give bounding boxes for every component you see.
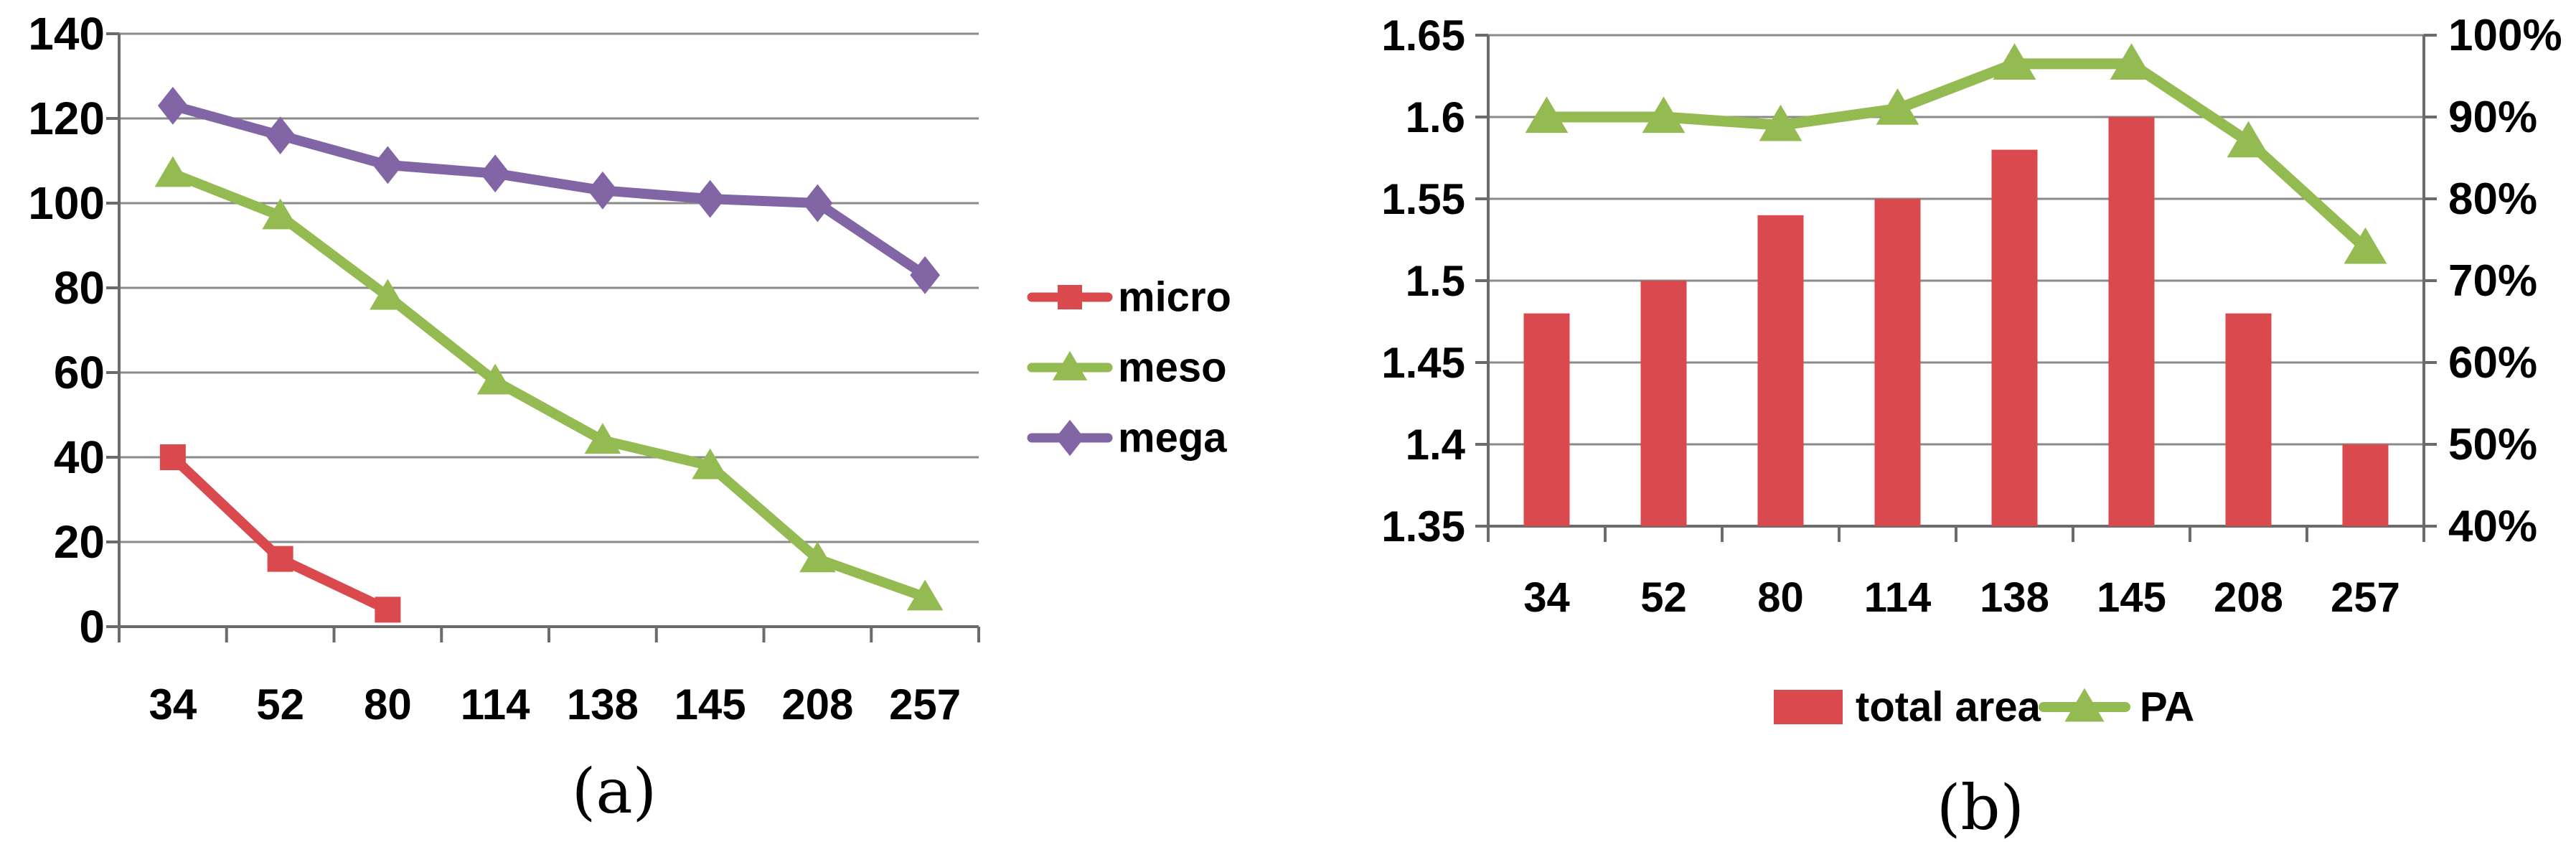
chart-b-left-tick: 1.55	[1381, 175, 1465, 223]
chart-b-left-tick: 1.45	[1381, 339, 1465, 387]
chart-a-ytick: 0	[79, 601, 105, 652]
series-mega-marker	[265, 116, 296, 154]
series-mega-marker	[587, 171, 618, 210]
chart-a-ytick: 40	[54, 431, 105, 483]
series-pa-marker	[2110, 43, 2153, 80]
legend-label-total-area: total area	[1856, 683, 2041, 731]
chart-b-legend-markers	[1774, 688, 2130, 724]
chart-b-xtick: 138	[1980, 574, 2049, 621]
series-meso-marker	[476, 363, 514, 395]
series-pa	[1525, 43, 2387, 264]
series-meso-marker	[154, 156, 192, 187]
series-meso-marker	[370, 279, 406, 310]
caption-a: (a)	[571, 756, 657, 828]
bar-total-area-80	[1757, 215, 1804, 526]
chart-b-right-tick: 40%	[2448, 502, 2537, 551]
chart-b-left-tick: 1.5	[1406, 257, 1465, 305]
chart-a-legend-markers	[1027, 285, 1113, 457]
chart-a-xtick: 145	[674, 680, 746, 729]
chart-b-right-tick: 60%	[2448, 338, 2537, 388]
chart-a-xtick: 34	[149, 680, 197, 729]
chart-b-xtick: 145	[2097, 574, 2166, 621]
chart-b-xtick: 80	[1757, 574, 1804, 621]
chart-b-right-tick: 90%	[2448, 93, 2537, 142]
chart-b-left-tick: 1.4	[1406, 421, 1466, 469]
series-pa-marker	[1525, 96, 1569, 134]
series-mega-marker	[480, 154, 511, 193]
chart-b-xtick: 34	[1523, 574, 1570, 621]
chart-b-grid: 1.65 100% 1.6 90% 1.55 80% 1.5 70% 1.45 60% 1.4 50%…	[1381, 11, 2562, 621]
legend-label-micro: micro	[1118, 273, 1231, 321]
series-mega-line	[167, 100, 931, 281]
chart-b-right-tick: 100%	[2448, 11, 2562, 60]
chart-a-xtick: 208	[781, 680, 853, 729]
series-mega-marker	[802, 184, 833, 223]
chart-b-right-tick: 80%	[2448, 174, 2537, 224]
series-meso-line	[167, 168, 931, 602]
series-pa-marker	[1642, 96, 1686, 134]
chart-a-xtick: 114	[461, 680, 530, 729]
series-mega-marker	[910, 256, 941, 294]
series-micro-marker	[267, 546, 293, 572]
bar-total-area-208	[2225, 313, 2272, 526]
chart-a-xtick: 138	[567, 680, 639, 729]
chart-b: 1.65 100% 1.6 90% 1.55 80% 1.5 70% 1.45 60% 1.4 50%…	[1381, 11, 2562, 724]
chart-a-ytick: 100	[28, 177, 105, 229]
chart-a-ytick: 60	[54, 347, 105, 398]
series-mega-marker	[157, 86, 188, 125]
bar-total-area-34	[1523, 313, 1570, 526]
legend-label-meso: meso	[1118, 344, 1227, 391]
series-meso	[154, 156, 944, 611]
chart-a-grid: 140 120 100 80 60 40 20 0 34 52 80 114 138 145 208 257	[28, 8, 980, 729]
chart-a-ytick: 80	[54, 262, 105, 314]
series-meso-marker	[262, 198, 299, 230]
series-mega	[157, 86, 941, 294]
caption-b: (b)	[1936, 772, 2025, 842]
series-total-area	[1523, 117, 2389, 527]
chart-b-xtick: 257	[2331, 574, 2400, 621]
chart-a-ytick: 140	[28, 8, 105, 60]
series-micro-marker	[375, 597, 401, 623]
chart-b-left-tick: 1.65	[1381, 11, 1465, 60]
chart-b-xtick: 52	[1640, 574, 1687, 621]
chart-b-right-tick: 70%	[2448, 256, 2537, 306]
bar-total-area-52	[1640, 281, 1687, 526]
chart-b-xtick: 114	[1864, 574, 1932, 621]
series-meso-marker	[906, 579, 944, 611]
chart-b-xtick: 208	[2214, 574, 2283, 621]
bar-total-area-257	[2342, 444, 2389, 526]
chart-a: 140 120 100 80 60 40 20 0 34 52 80 114 138 145 208 257	[28, 8, 1113, 729]
chart-b-left-tick: 1.6	[1406, 93, 1465, 141]
series-pa-marker	[2227, 121, 2270, 158]
series-pa-marker	[1876, 88, 1919, 125]
chart-a-xtick: 52	[256, 680, 304, 729]
series-micro-line	[167, 452, 393, 615]
series-pa-marker	[2344, 227, 2387, 264]
series-meso-marker	[799, 541, 836, 573]
series-pa-line	[1541, 58, 2371, 253]
bar-total-area-138	[1991, 149, 2038, 527]
chart-b-left-tick: 1.35	[1381, 502, 1465, 551]
chart-a-ytick: 120	[28, 93, 105, 144]
bar-total-area-145	[2108, 117, 2155, 526]
chart-a-xtick: 80	[364, 680, 412, 729]
legend-label-mega: mega	[1118, 414, 1227, 462]
series-meso-marker	[692, 448, 728, 480]
legend-label-pa: PA	[2140, 683, 2195, 731]
series-pa-marker	[1993, 43, 2036, 80]
series-mega-marker	[695, 179, 725, 218]
chart-a-ytick: 20	[54, 516, 105, 568]
bar-total-area-114	[1874, 199, 1921, 526]
series-micro	[159, 444, 401, 623]
chart-a-xtick: 257	[889, 680, 961, 729]
series-mega-marker	[372, 146, 403, 184]
series-meso-marker	[584, 423, 621, 454]
series-pa-marker	[1759, 104, 1802, 141]
series-micro-marker	[159, 444, 186, 470]
chart-b-right-tick: 50%	[2448, 420, 2537, 469]
